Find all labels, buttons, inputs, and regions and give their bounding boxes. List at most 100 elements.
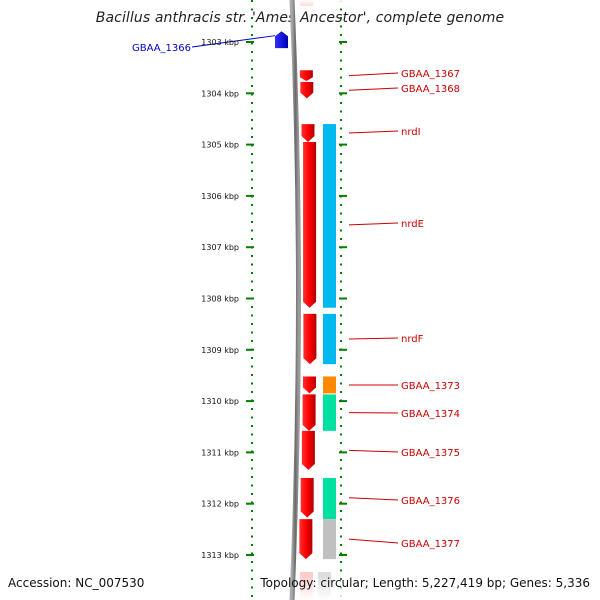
gene-label-GBAA_1377[interactable]: GBAA_1377: [401, 539, 460, 550]
ruler-dot: [251, 17, 253, 19]
ruler-dot: [251, 518, 253, 521]
ruler-dot: [251, 501, 253, 504]
ruler-dot: [340, 136, 342, 138]
ruler-right: [339, 0, 347, 597]
gene-label-GBAA_1373[interactable]: GBAA_1373: [401, 381, 460, 392]
ruler-dot: [251, 433, 253, 436]
ruler-dot: [251, 25, 253, 28]
gene-arrow-GBAA_1373: [302, 376, 316, 394]
ruler-dot: [251, 153, 253, 155]
ruler-dot: [251, 212, 253, 215]
ruler-dot: [340, 280, 342, 283]
gene-label-GBAA_1375[interactable]: GBAA_1375: [401, 448, 460, 459]
gene-arrow-nrdI: [301, 124, 315, 143]
ruler-tick-label: 1309 kbp: [201, 346, 239, 355]
ruler-tick-label: 1303 kbp: [201, 38, 239, 47]
ghost-fade: [295, 0, 345, 8]
ruler-dot: [251, 578, 253, 580]
ruler-dot: [340, 323, 342, 325]
ruler-left: [246, 0, 254, 597]
ruler-dot: [340, 544, 342, 546]
ghost-fade: [295, 576, 345, 600]
ruler-dot: [340, 484, 342, 487]
ruler-dot: [340, 102, 342, 104]
leader-line: [348, 222, 399, 226]
ruler-dot: [251, 136, 253, 138]
ruler-dot: [251, 255, 253, 257]
ruler-tick: [339, 348, 347, 351]
ruler-dot: [340, 391, 342, 393]
ruler-tick-label: 1308 kbp: [201, 295, 239, 304]
ruler-dot: [251, 323, 253, 325]
ruler-dot: [251, 272, 253, 274]
ruler-dot: [340, 527, 342, 529]
ruler-dot: [340, 467, 342, 470]
ruler-dot: [251, 34, 253, 36]
ruler-dot: [340, 187, 342, 189]
ruler-tick: [246, 194, 254, 197]
gene-arrow-GBAA_1376: [300, 478, 314, 518]
gene-label-GBAA_1376[interactable]: GBAA_1376: [401, 496, 460, 507]
ruler-dot: [251, 263, 253, 266]
ruler-dot: [251, 425, 253, 427]
ruler-dot: [340, 408, 342, 410]
ruler-dot: [340, 42, 342, 45]
ruler-dot: [340, 34, 342, 36]
ruler-dot: [251, 357, 253, 359]
ruler-dot: [340, 314, 342, 317]
ruler-dot: [251, 493, 253, 495]
ruler-dot: [251, 552, 253, 555]
gene-arrow-GBAA_1368: [300, 82, 314, 99]
ruler-tick: [339, 400, 347, 403]
gene-label-GBAA_1366[interactable]: GBAA_1366: [132, 43, 191, 54]
ruler-dot: [340, 119, 342, 121]
gene-label-GBAA_1368[interactable]: GBAA_1368: [401, 84, 460, 95]
gene-label-nrdE[interactable]: nrdE: [401, 219, 424, 230]
ruler-tick-label: 1311 kbp: [201, 448, 239, 457]
ruler-dot: [340, 153, 342, 155]
ruler-dot: [340, 357, 342, 359]
ruler-dot: [251, 229, 253, 232]
ruler-tick: [246, 348, 254, 351]
ruler-dot: [340, 8, 342, 11]
gene-label-GBAA_1374[interactable]: GBAA_1374: [401, 409, 460, 420]
ruler-dot: [340, 374, 342, 376]
ruler-dot: [340, 170, 342, 172]
leader-line: [348, 130, 399, 134]
ruler-dot: [251, 595, 253, 597]
ruler-dot: [340, 110, 342, 113]
ruler-dot: [340, 85, 342, 87]
ruler-dot: [340, 518, 342, 521]
ruler-dot: [251, 314, 253, 317]
ruler-dot: [340, 68, 342, 70]
ruler-dot: [340, 493, 342, 495]
ruler-dot: [251, 476, 253, 478]
ruler-dot: [251, 459, 253, 461]
gene-label-nrdI[interactable]: nrdI: [401, 127, 421, 138]
ruler-dot: [340, 221, 342, 223]
genome-title: Bacillus anthracis str. 'Ames Ancestor',…: [95, 10, 505, 26]
ruler-dot: [340, 561, 342, 563]
gene-label-nrdF[interactable]: nrdF: [401, 334, 424, 345]
gene-label-GBAA_1367[interactable]: GBAA_1367: [401, 69, 460, 80]
ruler-dot: [251, 280, 253, 283]
cyan-feature-block: [323, 313, 336, 365]
ruler-tick: [246, 451, 254, 454]
ruler-dot: [251, 93, 253, 96]
ruler-dot: [251, 365, 253, 368]
ruler-dot: [340, 93, 342, 96]
ruler-tick: [246, 246, 254, 249]
accession-text: Accession: NC_007530: [8, 576, 145, 590]
ruler-dot: [251, 442, 253, 444]
ruler-dot: [340, 306, 342, 308]
genome-backbone: [289, 0, 301, 600]
gene-arrow-nrdF: [303, 313, 317, 365]
leader-line: [348, 337, 399, 340]
ruler-dot: [251, 127, 253, 130]
ruler-dot: [251, 467, 253, 470]
ruler-dot: [340, 255, 342, 257]
ruler-tick: [339, 41, 347, 43]
topology-text: Topology: circular; Length: 5,227,419 bp…: [260, 576, 590, 590]
